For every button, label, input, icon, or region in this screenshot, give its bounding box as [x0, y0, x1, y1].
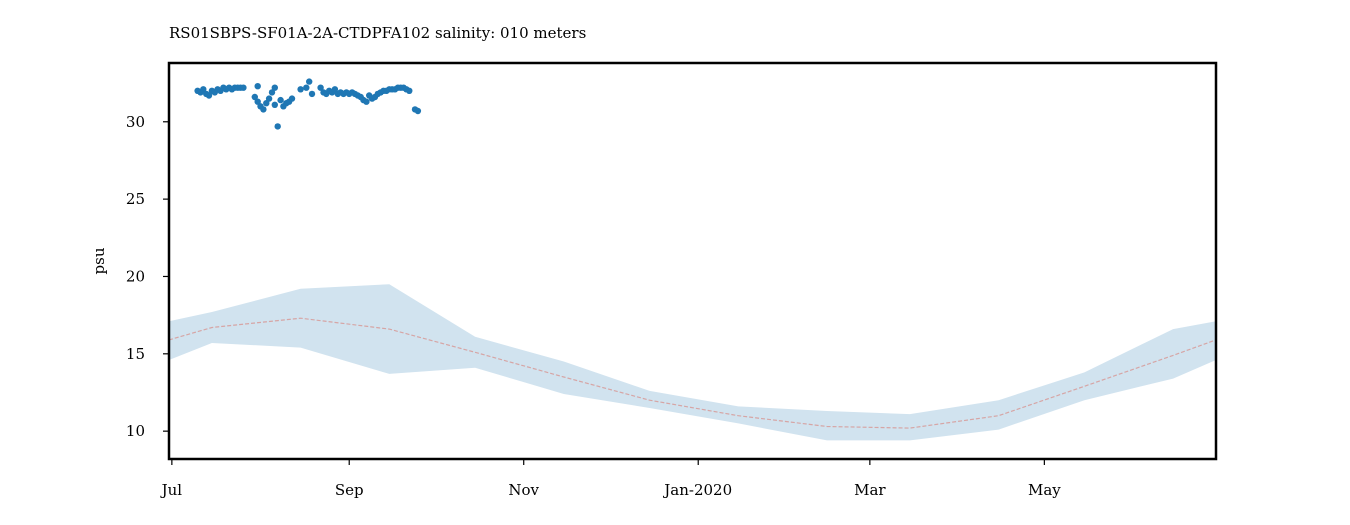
- data-point: [254, 98, 261, 105]
- data-point: [414, 107, 422, 115]
- y-tick-label: 10: [126, 422, 145, 440]
- data-point: [406, 87, 413, 95]
- y-tick-label: 15: [126, 345, 145, 363]
- y-tick-label: 25: [126, 190, 145, 208]
- data-point: [268, 89, 276, 96]
- x-tick-label: Mar: [854, 481, 886, 499]
- data-point: [200, 86, 207, 93]
- data-point: [271, 101, 278, 109]
- data-point: [303, 84, 310, 91]
- plot-frame: [167, 61, 1218, 461]
- climatology-mean-line-layer: [168, 317, 1217, 429]
- data-point: [271, 84, 278, 91]
- climatology-band-layer: [169, 284, 1216, 441]
- x-tick-label: Jan-2020: [662, 481, 732, 499]
- data-point: [297, 86, 304, 93]
- y-axis: 10 15 20 25 30: [126, 113, 169, 440]
- data-point: [265, 95, 273, 102]
- data-point: [274, 123, 281, 130]
- data-point: [306, 78, 313, 85]
- chart-title: RS01SBPS-SF01A-2A-CTDPFA102 salinity: 01…: [169, 24, 586, 42]
- data-point: [363, 98, 370, 105]
- data-point: [240, 84, 247, 91]
- data-point: [205, 92, 213, 99]
- x-tick-label: Nov: [508, 481, 539, 499]
- data-point: [254, 83, 261, 90]
- x-tick-label: Jul: [160, 481, 183, 499]
- climatology-range-band: [169, 284, 1216, 441]
- data-point: [331, 86, 339, 93]
- data-point: [263, 100, 270, 107]
- y-tick-label: 30: [126, 113, 145, 131]
- data-point: [260, 106, 267, 113]
- climatology-mean-line: [168, 317, 1217, 429]
- data-point: [277, 96, 284, 104]
- data-point: [251, 93, 258, 101]
- x-tick-label: May: [1028, 481, 1061, 499]
- y-tick-label: 20: [126, 267, 145, 285]
- data-point: [317, 84, 324, 91]
- x-tick-label: Sep: [335, 481, 364, 499]
- x-axis: Jul Sep Nov Jan-2020 Mar May: [160, 459, 1061, 499]
- y-axis-label: psu: [90, 247, 108, 274]
- observation-points-layer: [194, 78, 422, 130]
- data-point: [288, 95, 296, 102]
- data-point: [308, 90, 316, 98]
